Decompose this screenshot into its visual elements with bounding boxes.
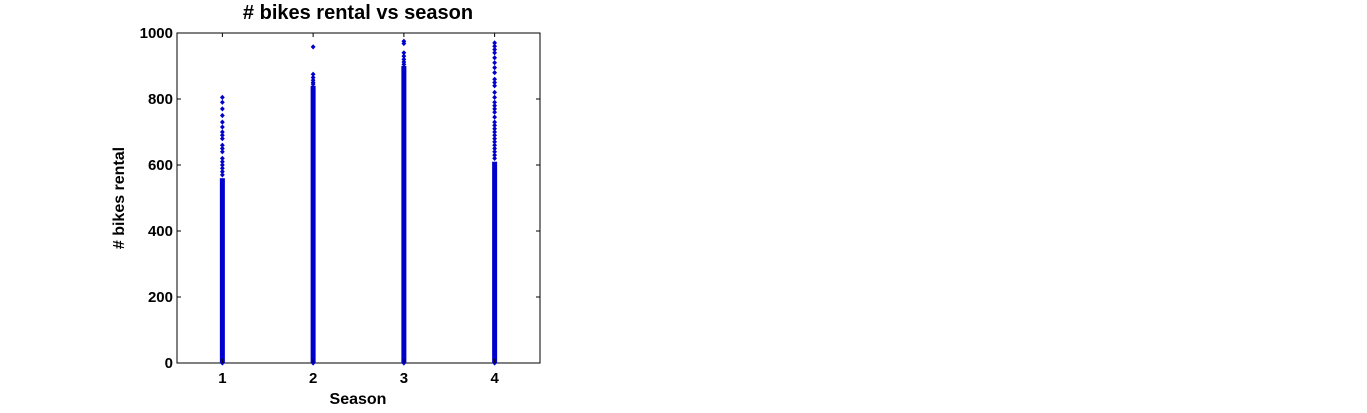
data-point — [492, 149, 498, 155]
data-point — [492, 65, 498, 71]
data-point — [492, 145, 498, 152]
y-tick-label: 200 — [148, 289, 173, 306]
data-point — [492, 79, 498, 86]
data-points — [219, 38, 498, 366]
data-point — [492, 136, 498, 142]
y-tick-label: 0 — [165, 355, 173, 372]
data-point — [219, 162, 225, 168]
data-point — [492, 109, 498, 115]
x-tick-label: 3 — [400, 370, 408, 387]
y-axis: 0 200 400 600 800 1000 — [140, 25, 540, 372]
data-point — [492, 114, 498, 120]
data-point — [310, 71, 316, 77]
data-point — [492, 122, 498, 128]
data-point — [492, 83, 498, 89]
data-point — [492, 89, 498, 95]
data-point — [492, 43, 498, 49]
data-point — [492, 99, 498, 105]
data-point — [219, 149, 225, 155]
data-point — [219, 165, 225, 171]
data-point — [219, 124, 225, 130]
data-point — [219, 112, 225, 119]
data-point — [492, 129, 498, 135]
data-point — [219, 145, 225, 152]
data-point — [492, 46, 498, 53]
data-point — [492, 155, 498, 161]
data-point-band — [219, 178, 225, 363]
x-tick-label: 1 — [218, 370, 226, 387]
data-point — [219, 172, 225, 178]
data-point — [401, 59, 407, 65]
x-tick-label: 2 — [309, 370, 317, 387]
data-point — [219, 132, 225, 138]
data-point — [492, 139, 498, 145]
data-point — [492, 119, 498, 125]
data-point — [310, 74, 316, 81]
data-point — [401, 56, 407, 62]
data-point — [219, 94, 225, 100]
data-point — [219, 129, 225, 135]
data-point — [492, 40, 498, 46]
data-point-band — [492, 161, 498, 363]
x-axis: 1 2 3 4 — [218, 33, 499, 387]
x-tick-label: 4 — [490, 370, 499, 387]
data-point — [401, 53, 407, 59]
data-point — [401, 50, 407, 56]
data-point — [219, 119, 225, 125]
data-point — [219, 155, 225, 161]
data-point — [492, 126, 498, 132]
data-point-band — [310, 85, 316, 364]
data-point — [492, 60, 498, 66]
data-point — [492, 132, 498, 138]
data-point-band — [401, 66, 407, 363]
data-point — [401, 38, 407, 44]
data-point — [492, 103, 498, 109]
y-axis-label: # bikes rental — [111, 147, 128, 249]
y-tick-label: 400 — [148, 223, 173, 240]
x-axis-label: Season — [330, 391, 387, 408]
data-point — [492, 94, 498, 100]
y-tick-label: 800 — [148, 91, 173, 108]
data-point — [310, 44, 316, 50]
data-point — [492, 76, 498, 82]
data-point — [492, 70, 498, 76]
data-point — [492, 152, 498, 158]
data-point — [219, 142, 225, 148]
data-point — [219, 99, 225, 105]
data-point — [219, 169, 225, 175]
data-point — [219, 136, 225, 142]
data-point — [492, 106, 498, 112]
data-point — [492, 55, 498, 61]
chart-title: # bikes rental vs season — [243, 2, 473, 24]
data-point — [492, 142, 498, 148]
y-tick-label: 600 — [148, 157, 173, 174]
data-point — [492, 50, 498, 56]
data-point — [219, 159, 225, 165]
plot-area-frame — [176, 32, 541, 364]
y-tick-label: 1000 — [140, 25, 173, 42]
data-point — [310, 77, 316, 83]
data-point — [219, 106, 225, 112]
